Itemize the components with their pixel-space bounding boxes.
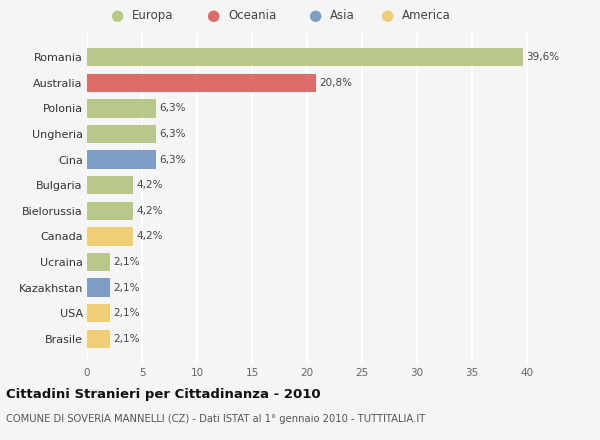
- Text: Cittadini Stranieri per Cittadinanza - 2010: Cittadini Stranieri per Cittadinanza - 2…: [6, 388, 320, 401]
- Bar: [87, 253, 110, 271]
- Text: America: America: [402, 9, 451, 22]
- Text: Oceania: Oceania: [228, 9, 276, 22]
- Bar: [87, 176, 133, 194]
- Text: 6,3%: 6,3%: [160, 129, 186, 139]
- Text: 4,2%: 4,2%: [137, 231, 163, 242]
- Text: 6,3%: 6,3%: [160, 103, 186, 114]
- Text: 6,3%: 6,3%: [160, 154, 186, 165]
- Text: Asia: Asia: [330, 9, 355, 22]
- Text: 2,1%: 2,1%: [113, 334, 140, 344]
- Bar: [87, 125, 156, 143]
- Text: 4,2%: 4,2%: [137, 180, 163, 190]
- Bar: [87, 304, 110, 323]
- Text: ●: ●: [110, 8, 124, 23]
- Bar: [87, 279, 110, 297]
- Text: 2,1%: 2,1%: [113, 308, 140, 318]
- Bar: [87, 330, 110, 348]
- Bar: [87, 202, 133, 220]
- Text: Europa: Europa: [132, 9, 173, 22]
- Text: COMUNE DI SOVERIA MANNELLI (CZ) - Dati ISTAT al 1° gennaio 2010 - TUTTITALIA.IT: COMUNE DI SOVERIA MANNELLI (CZ) - Dati I…: [6, 414, 425, 425]
- Text: ●: ●: [206, 8, 220, 23]
- Text: 2,1%: 2,1%: [113, 257, 140, 267]
- Bar: [87, 73, 316, 92]
- Bar: [87, 48, 523, 66]
- Bar: [87, 150, 156, 169]
- Bar: [87, 227, 133, 246]
- Text: 20,8%: 20,8%: [319, 78, 352, 88]
- Text: ●: ●: [380, 8, 394, 23]
- Text: 4,2%: 4,2%: [137, 206, 163, 216]
- Text: 2,1%: 2,1%: [113, 282, 140, 293]
- Text: ●: ●: [308, 8, 322, 23]
- Text: 39,6%: 39,6%: [526, 52, 559, 62]
- Bar: [87, 99, 156, 117]
